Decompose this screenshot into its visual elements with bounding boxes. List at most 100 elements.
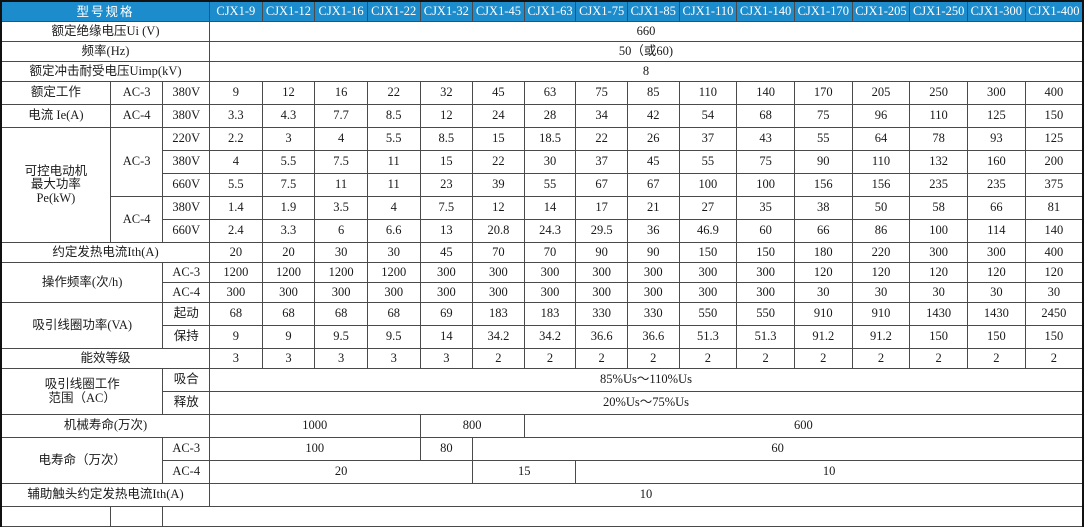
value-aux-thermal-current: 10 (209, 483, 1084, 507)
cell-motor-ac4-660-1: 3.3 (261, 219, 316, 243)
cell-coilpower-hold-4: 14 (419, 325, 474, 349)
cell-motor-ac4-380-12: 50 (851, 196, 911, 220)
value-rated-impulse-voltage: 8 (209, 61, 1084, 82)
label-rated-impulse-voltage: 额定冲击耐受电压Uimp(kV) (0, 61, 210, 82)
cell-coilpower-hold-11: 91.2 (793, 325, 853, 349)
cell-motor-ac3-380-14: 160 (967, 150, 1026, 174)
label-electrical-life-ac4: AC-4 (162, 460, 210, 484)
label-motor-power-ac3: AC-3 (109, 127, 164, 197)
label-operating-frequency: 操作频率(次/h) (0, 262, 164, 303)
label-motor-power-ac4-380-volt: 380V (162, 196, 210, 220)
cell-thermal-14: 300 (967, 242, 1026, 263)
cell-opfreq-ac3-12: 120 (851, 262, 911, 283)
cell-motor-ac3-220-6: 18.5 (523, 127, 577, 151)
cell-rated-current-ac3-1: 12 (261, 81, 316, 105)
value-frequency: 50（或60) (209, 41, 1084, 62)
cell-motor-ac3-380-11: 90 (793, 150, 853, 174)
label-motor-power-ac4: AC-4 (109, 196, 164, 243)
cell-partial-sub (109, 506, 164, 527)
cell-coilpower-hold-12: 91.2 (851, 325, 911, 349)
header-spec-label: 型号规格 (0, 0, 210, 22)
cell-motor-ac4-380-1: 1.9 (261, 196, 316, 220)
cell-opfreq-ac3-7: 300 (575, 262, 628, 283)
row-mechanical-life: 机械寿命(万次) 1000 800 600 (0, 414, 1084, 438)
row-operating-frequency-ac3: 操作频率(次/h) AC-3 1200 1200 1200 1200 300 3… (0, 262, 1084, 303)
cell-motor-ac3-220-7: 22 (575, 127, 628, 151)
cell-rated-current-ac3-7: 75 (575, 81, 628, 105)
header-model-7: CJX1-75 (575, 0, 628, 22)
cell-motor-ac3-660-6: 55 (523, 173, 577, 197)
cell-rated-current-ac4-2: 7.7 (314, 104, 368, 128)
value-coil-range-release: 20%Us～75%Us (209, 391, 1084, 415)
cell-motor-ac3-660-7: 67 (575, 173, 628, 197)
row-partial-clipped (0, 506, 1084, 527)
row-thermal-current: 约定发热电流Ith(A) 20 20 30 30 45 70 70 90 90 … (0, 242, 1084, 263)
row-frequency: 频率(Hz) 50（或60) (0, 41, 1084, 62)
cell-coilpower-hold-0: 9 (209, 325, 263, 349)
cell-rated-current-ac4-10: 68 (736, 104, 795, 128)
row-coil-power-pickup: 吸引线圈功率(VA) 起动 68 68 68 68 69 183 183 330… (0, 302, 1084, 349)
cell-opfreq-ac4-2: 300 (314, 282, 368, 303)
cell-motor-ac3-220-9: 37 (678, 127, 738, 151)
label-coil-range-release: 释放 (162, 391, 210, 415)
cell-motor-ac4-660-12: 86 (851, 219, 911, 243)
cell-opfreq-ac3-3: 1200 (366, 262, 421, 283)
cell-opfreq-ac4-7: 300 (575, 282, 628, 303)
label-coil-range: 吸引线圈工作 范围（AC） (0, 368, 164, 415)
cell-coilpower-hold-2: 9.5 (314, 325, 368, 349)
cell-coilpower-start-5: 183 (472, 302, 525, 326)
cell-opfreq-ac4-15: 30 (1024, 282, 1084, 303)
cell-motor-ac4-380-4: 7.5 (419, 196, 474, 220)
cell-motor-ac3-220-1: 3 (261, 127, 316, 151)
row-electrical-life-ac3: 电寿命（万次） AC-3 100 80 60 (0, 437, 1084, 484)
label-coil-range-pickup: 吸合 (162, 368, 210, 392)
cell-rated-current-ac4-8: 42 (626, 104, 680, 128)
header-model-8: CJX1-85 (626, 0, 680, 22)
cell-motor-ac4-380-9: 27 (678, 196, 738, 220)
cell-motor-ac4-660-4: 13 (419, 219, 474, 243)
cell-opfreq-ac4-10: 300 (736, 282, 795, 303)
header-model-14: CJX1-300 (967, 0, 1026, 22)
cell-thermal-10: 150 (736, 242, 795, 263)
label-motor-power-ac3-220-volt: 220V (162, 127, 210, 151)
row-rated-impulse-voltage: 额定冲击耐受电压Uimp(kV) 8 (0, 61, 1084, 82)
cell-rated-current-ac3-2: 16 (314, 81, 368, 105)
cell-coilpower-start-9: 550 (678, 302, 738, 326)
label-thermal-current: 约定发热电流Ith(A) (0, 242, 210, 263)
cell-coilpower-start-10: 550 (736, 302, 795, 326)
cell-coilpower-hold-13: 150 (909, 325, 968, 349)
cell-rated-current-ac3-3: 22 (366, 81, 421, 105)
cell-opfreq-ac3-15: 120 (1024, 262, 1084, 283)
cell-motor-ac3-660-13: 235 (909, 173, 968, 197)
cell-motor-ac4-660-9: 46.9 (678, 219, 738, 243)
cell-coilpower-start-2: 68 (314, 302, 368, 326)
cell-motor-ac3-220-11: 55 (793, 127, 853, 151)
cell-efficiency-15: 2 (1024, 348, 1084, 369)
cell-motor-ac3-660-4: 23 (419, 173, 474, 197)
label-mechanical-life: 机械寿命(万次) (0, 414, 210, 438)
cell-opfreq-ac3-13: 120 (909, 262, 968, 283)
cell-opfreq-ac4-3: 300 (366, 282, 421, 303)
cell-rated-current-ac3-0: 9 (209, 81, 263, 105)
cell-motor-ac4-380-14: 66 (967, 196, 1026, 220)
row-coil-power-hold: 保持 9 9 9.5 9.5 14 34.2 34.2 36.6 36.6 51… (1, 325, 1084, 349)
cell-thermal-0: 20 (209, 242, 263, 263)
row-rated-current-ac4: 电流 Ie(A) AC-4 380V 3.3 4.3 7.7 8.5 12 24… (0, 104, 1084, 128)
cell-coilpower-start-7: 330 (575, 302, 628, 326)
cell-opfreq-ac4-6: 300 (523, 282, 577, 303)
cell-rated-current-ac4-12: 96 (851, 104, 911, 128)
cell-coilpower-hold-9: 51.3 (678, 325, 738, 349)
cell-efficiency-11: 2 (793, 348, 853, 369)
cell-efficiency-7: 2 (575, 348, 628, 369)
cell-opfreq-ac4-14: 30 (967, 282, 1026, 303)
cell-motor-ac4-660-5: 20.8 (472, 219, 525, 243)
label-motor-power-line2: 最大功率 (30, 177, 81, 192)
cell-rated-current-ac3-6: 63 (523, 81, 577, 105)
row-motor-power-ac3-220: 可控电动机 最大功率 Pe(kW) AC-3 220V 2.2 3 4 5.5 … (0, 127, 1084, 243)
cell-coilpower-start-6: 183 (523, 302, 577, 326)
header-model-9: CJX1-110 (678, 0, 738, 22)
cell-opfreq-ac3-0: 1200 (209, 262, 263, 283)
header-model-2: CJX1-16 (314, 0, 368, 22)
cell-motor-ac3-220-0: 2.2 (209, 127, 263, 151)
